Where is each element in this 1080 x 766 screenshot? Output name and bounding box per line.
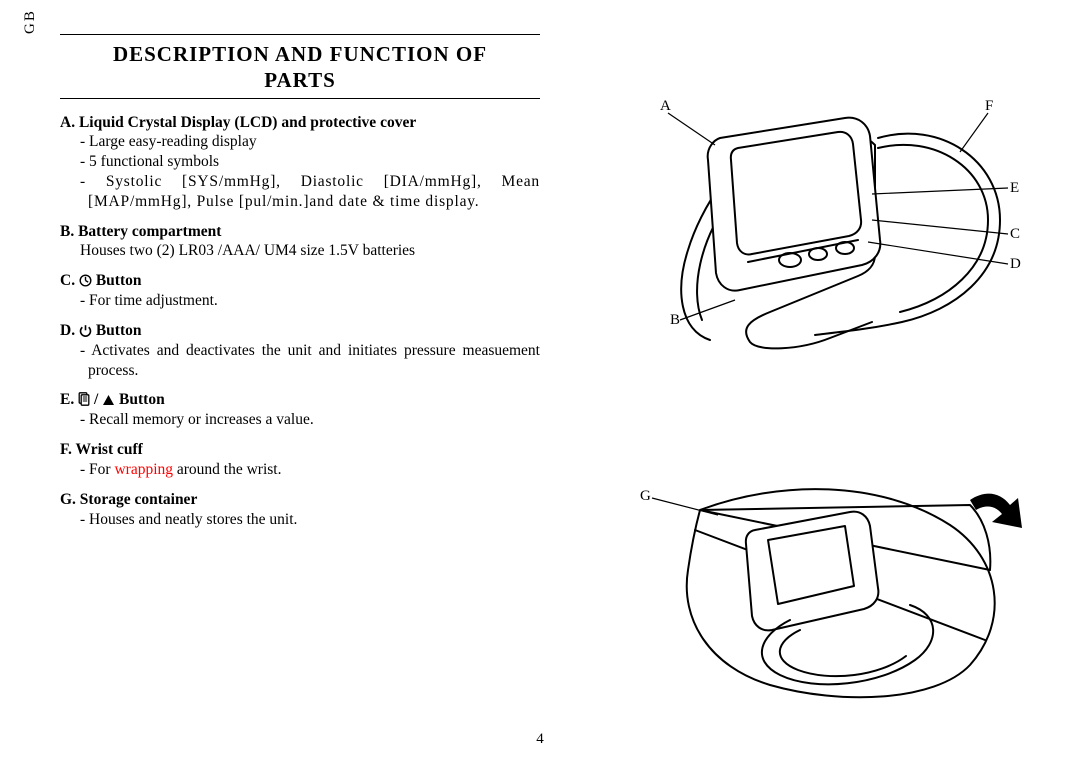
section-a-bullet-3: - Systolic [SYS/mmHg], Diastolic [DIA/mm…: [80, 172, 540, 212]
language-code: GB: [22, 9, 39, 34]
callout-f: F: [985, 98, 993, 115]
text-column: DESCRIPTION AND FUNCTION OF PARTS A. Liq…: [60, 34, 540, 529]
section-c-head: C. Button: [60, 271, 540, 291]
bullet-text: Systolic [SYS/mmHg], Diastolic [DIA/mmHg…: [88, 173, 540, 210]
head-suffix: Button: [115, 391, 165, 408]
head-prefix: D.: [60, 322, 79, 339]
section-d-head: D. Button: [60, 321, 540, 341]
page-number: 4: [0, 731, 1080, 748]
manual-page: GB DESCRIPTION AND FUNCTION OF PARTS A. …: [0, 0, 1080, 766]
section-a-bullet-1: - Large easy-reading display: [80, 132, 540, 152]
head-prefix: E.: [60, 391, 78, 408]
bullet-dash: -: [80, 511, 89, 528]
bullet-text: Recall memory or increases a value.: [89, 411, 314, 428]
bullet-dash: -: [80, 411, 89, 428]
section-a-bullet-2: - 5 functional symbols: [80, 152, 540, 172]
section-g-bullet-1: - Houses and neatly stores the unit.: [80, 510, 540, 530]
top-rule: [60, 34, 540, 35]
bullet-text: 5 functional symbols: [89, 153, 219, 170]
device-svg: [640, 90, 1040, 390]
head-mid: /: [90, 391, 102, 408]
bullet-text: Large easy-reading display: [89, 133, 257, 150]
page-title: DESCRIPTION AND FUNCTION OF PARTS: [60, 41, 540, 94]
section-b-head: B. Battery compartment: [60, 222, 540, 242]
power-icon: [79, 324, 92, 337]
bullet-text: For time adjustment.: [89, 292, 218, 309]
head-suffix: Button: [92, 322, 142, 339]
up-triangle-icon: [102, 394, 115, 406]
title-line-2: PARTS: [264, 68, 336, 92]
section-g-head: G. Storage container: [60, 490, 540, 510]
callout-g: G: [640, 488, 651, 505]
bullet-dash: -: [80, 292, 89, 309]
section-b-body: Houses two (2) LR03 /AAA/ UM4 size 1.5V …: [80, 241, 540, 261]
callout-d: D: [1010, 256, 1021, 273]
head-suffix: Button: [92, 272, 142, 289]
callout-e: E: [1010, 180, 1019, 197]
section-f-head: F. Wrist cuff: [60, 440, 540, 460]
bullet-dash: -: [80, 173, 106, 190]
bullet-text-red: wrapping: [114, 461, 173, 478]
section-e-bullet-1: - Recall memory or increases a value.: [80, 410, 540, 430]
section-a-head: A. Liquid Crystal Display (LCD) and prot…: [60, 113, 540, 133]
bullet-text: Houses and neatly stores the unit.: [89, 511, 297, 528]
bullet-dash: -: [80, 461, 89, 478]
callout-a: A: [660, 98, 671, 115]
section-f-bullet-1: - For wrapping around the wrist.: [80, 460, 540, 480]
bullet-text-b: around the wrist.: [173, 461, 281, 478]
clock-icon: [79, 274, 92, 287]
memory-icon: [78, 392, 90, 406]
callout-c: C: [1010, 226, 1020, 243]
section-e-head: E. / Button: [60, 390, 540, 410]
callout-b: B: [670, 312, 680, 329]
bottom-rule: [60, 98, 540, 99]
bullet-text: Activates and deactivates the unit and i…: [88, 342, 540, 379]
section-c-bullet-1: - For time adjustment.: [80, 291, 540, 311]
bullet-dash: -: [80, 153, 89, 170]
bullet-text-a: For: [89, 461, 114, 478]
section-d-bullet-1: - Activates and deactivates the unit and…: [80, 341, 540, 381]
storage-diagram: G: [640, 470, 1040, 710]
bullet-dash: -: [80, 342, 91, 359]
device-diagram: A F E C D B: [640, 90, 1040, 390]
title-line-1: DESCRIPTION AND FUNCTION OF: [113, 42, 487, 66]
head-prefix: C.: [60, 272, 79, 289]
bullet-dash: -: [80, 133, 89, 150]
sections: A. Liquid Crystal Display (LCD) and prot…: [60, 113, 540, 530]
storage-svg: [640, 470, 1040, 710]
